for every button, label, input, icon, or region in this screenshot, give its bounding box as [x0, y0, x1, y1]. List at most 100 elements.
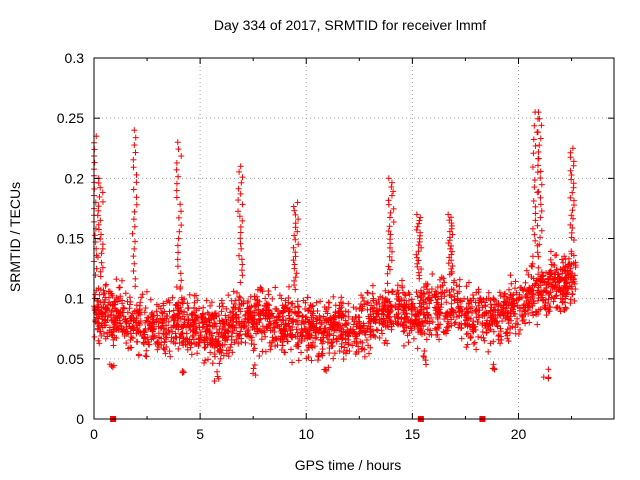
- data-point: [506, 286, 513, 293]
- data-point: [317, 298, 324, 305]
- data-point: [225, 292, 232, 299]
- data-points: [91, 109, 579, 385]
- data-point: [122, 290, 129, 297]
- data-point: [450, 279, 457, 286]
- data-point: [113, 294, 120, 301]
- data-point: [295, 357, 302, 364]
- data-point: [324, 339, 331, 346]
- data-point: [423, 336, 430, 343]
- data-point: [217, 355, 224, 362]
- data-point: [298, 349, 305, 356]
- data-point: [181, 309, 188, 316]
- data-point: [289, 359, 296, 366]
- data-point: [340, 356, 347, 363]
- data-point: [382, 337, 389, 344]
- data-point: [416, 300, 423, 307]
- data-point: [143, 347, 150, 354]
- data-point: [463, 344, 470, 351]
- data-point: [257, 316, 264, 323]
- data-point: [378, 327, 385, 334]
- data-point: [512, 324, 519, 331]
- data-point: [200, 304, 207, 311]
- data-point: [512, 285, 519, 292]
- data-point: [535, 253, 542, 260]
- data-point: [188, 351, 195, 358]
- data-point: [287, 346, 294, 353]
- data-point: [384, 340, 391, 347]
- data-point: [194, 350, 201, 357]
- data-point: [147, 296, 154, 303]
- data-point: [537, 306, 544, 313]
- data-point: [211, 351, 218, 358]
- data-point: [248, 303, 255, 310]
- data-point: [543, 312, 550, 319]
- data-point: [189, 311, 196, 318]
- data-point: [458, 335, 465, 342]
- data-point: [512, 278, 519, 285]
- data-point: [507, 272, 514, 279]
- data-point: [103, 281, 110, 288]
- data-point: [216, 360, 223, 367]
- data-point: [167, 353, 174, 360]
- data-point: [265, 291, 272, 298]
- data-point: [364, 290, 371, 297]
- data-point: [138, 294, 145, 301]
- data-point: [497, 340, 504, 347]
- data-point: [113, 276, 120, 283]
- data-point: [499, 317, 506, 324]
- data-point: [429, 271, 436, 278]
- data-point: [369, 282, 376, 289]
- data-point: [465, 279, 472, 286]
- data-point: [463, 283, 470, 290]
- data-point: [154, 346, 161, 353]
- data-point: [405, 339, 412, 346]
- data-point: [534, 321, 541, 328]
- data-point: [405, 289, 412, 296]
- data-point: [370, 332, 377, 339]
- data-point: [186, 291, 193, 298]
- data-point: [369, 290, 376, 297]
- data-point: [209, 360, 216, 367]
- data-point: [373, 326, 380, 333]
- data-point: [379, 330, 386, 337]
- data-point: [382, 287, 389, 294]
- data-point: [358, 346, 365, 353]
- data-point: [476, 314, 483, 321]
- data-point: [262, 295, 269, 302]
- data-point: [361, 353, 368, 360]
- data-point: [345, 300, 352, 307]
- data-point: [139, 291, 146, 298]
- data-point: [410, 335, 417, 342]
- data-point: [143, 353, 150, 360]
- data-point: [470, 340, 477, 347]
- data-point: [535, 264, 542, 271]
- data-point: [475, 302, 482, 309]
- data-point: [518, 294, 525, 301]
- data-point: [421, 348, 428, 355]
- data-point: [195, 342, 202, 349]
- data-point: [153, 308, 160, 315]
- data-point: [406, 291, 413, 298]
- data-point: [456, 283, 463, 290]
- data-point: [571, 297, 578, 304]
- data-point: [229, 308, 236, 315]
- data-point: [207, 349, 214, 356]
- data-point: [133, 338, 140, 345]
- data-point: [389, 288, 396, 295]
- data-point: [364, 289, 371, 296]
- data-point: [403, 310, 410, 317]
- data-point: [251, 293, 258, 300]
- data-point: [310, 339, 317, 346]
- data-point: [528, 262, 535, 269]
- data-point: [143, 288, 150, 295]
- data-point: [400, 328, 407, 335]
- data-point: [530, 312, 537, 319]
- data-point: [110, 342, 117, 349]
- data-point: [308, 357, 315, 364]
- data-point: [464, 341, 471, 348]
- data-point: [124, 309, 131, 316]
- data-point: [448, 300, 455, 307]
- data-point: [118, 277, 125, 284]
- data-point: [269, 295, 276, 302]
